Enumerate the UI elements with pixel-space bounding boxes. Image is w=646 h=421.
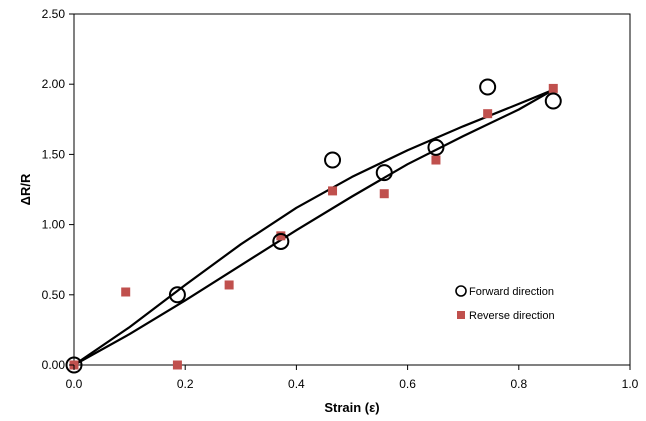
reverse-point	[121, 287, 131, 297]
x-tick-label: 0.8	[510, 377, 527, 391]
reverse-point	[431, 155, 441, 165]
x-tick-label: 0.6	[399, 377, 416, 391]
x-tick-label: 0.0	[66, 377, 83, 391]
fit-curve-lower-fit	[73, 88, 554, 366]
y-tick-label: 2.00	[42, 77, 66, 91]
y-axis-title: ΔR/R	[18, 173, 33, 205]
forward-point	[168, 286, 186, 304]
fit-curves	[73, 88, 554, 366]
forward-point	[272, 232, 290, 250]
forward-point	[427, 138, 445, 156]
reverse-point	[483, 109, 493, 119]
legend-forward-marker	[455, 285, 467, 297]
reverse-point	[172, 360, 182, 370]
forward-point	[65, 356, 83, 374]
reverse-point	[328, 186, 338, 196]
x-tick-label: 1.0	[622, 377, 639, 391]
plot-area	[73, 13, 631, 366]
y-tick-label: 0.50	[42, 288, 66, 302]
y-tick-label: 1.00	[42, 218, 66, 232]
legend-reverse-marker	[457, 311, 465, 319]
y-axis-ticks: 0.00 0.50 1.00 1.50 2.00 2.50	[42, 7, 74, 372]
reverse-point	[379, 189, 389, 199]
x-axis-title: Strain (ε)	[324, 400, 379, 415]
legend-forward-label: Forward direction	[469, 286, 554, 298]
reverse-point	[548, 83, 558, 93]
legend: Forward direction Reverse direction	[455, 285, 555, 322]
x-tick-label: 0.2	[177, 377, 194, 391]
forward-point	[479, 78, 497, 96]
y-tick-label: 1.50	[42, 147, 66, 161]
series-markers	[65, 78, 562, 374]
plot-border	[73, 13, 631, 366]
reverse-point	[276, 231, 286, 241]
y-tick-label: 2.50	[42, 7, 66, 21]
x-axis-ticks: 0.0 0.2 0.4 0.6 0.8 1.0	[66, 365, 639, 391]
x-tick-label: 0.4	[288, 377, 305, 391]
legend-reverse-label: Reverse direction	[469, 310, 555, 322]
forward-point	[375, 164, 393, 182]
y-tick-label: 0.00	[42, 358, 66, 372]
forward-point	[544, 92, 562, 110]
forward-point	[324, 151, 342, 169]
reverse-point	[224, 280, 234, 290]
